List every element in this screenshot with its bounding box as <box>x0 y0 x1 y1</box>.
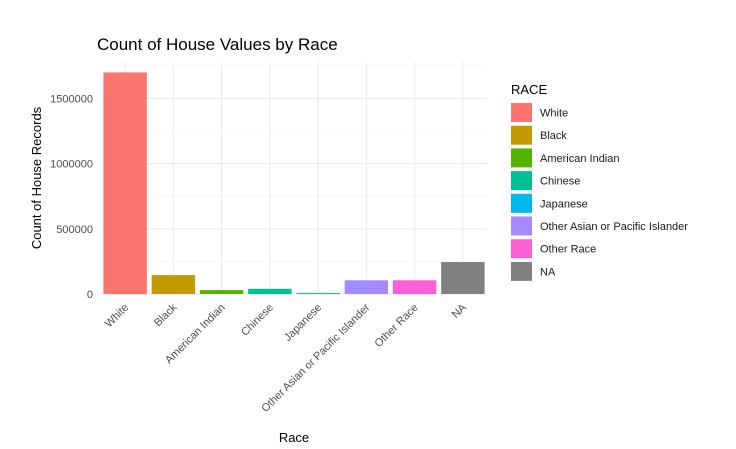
chart-title: Count of House Values by Race <box>97 35 338 54</box>
y-tick-label: 500000 <box>56 224 93 236</box>
legend-swatch <box>511 193 532 213</box>
x-tick-label: White <box>103 302 131 330</box>
y-tick-label: 1500000 <box>50 93 93 105</box>
bar-other-race <box>392 280 437 294</box>
legend-label: American Indian <box>540 153 620 165</box>
legend-swatch <box>511 148 532 168</box>
bar-chinese <box>248 288 292 294</box>
legend-swatch <box>511 216 532 236</box>
legend: RACE White Black American Indian Chinese Jap… <box>511 82 688 281</box>
legend-swatch <box>511 261 532 281</box>
bar-japanese <box>296 292 340 294</box>
legend-label: Japanese <box>540 198 588 210</box>
bar-white <box>103 72 147 294</box>
legend-swatch <box>511 171 532 191</box>
legend-label: Other Asian or Pacific Islander <box>540 221 688 233</box>
legend-title: RACE <box>511 82 547 97</box>
x-tick-label: Japanese <box>282 302 324 344</box>
bar-american-indian <box>199 290 244 294</box>
legend-label: NA <box>540 266 556 278</box>
bar-black <box>151 275 196 294</box>
grid <box>101 62 487 295</box>
y-tick-label: 0 <box>87 289 93 301</box>
y-axis-title: Count of House Records <box>29 106 44 249</box>
legend-label: Chinese <box>540 176 580 188</box>
bar-na <box>441 262 485 294</box>
bars <box>103 72 485 294</box>
legend-label: Black <box>540 130 567 142</box>
legend-label: Other Race <box>540 244 596 256</box>
x-tick-label: Other Race <box>372 302 420 350</box>
x-axis-title: Race <box>279 430 309 445</box>
x-tick-label: Chinese <box>239 302 276 339</box>
y-axis-ticks: 0 500000 1000000 1500000 <box>50 93 93 301</box>
legend-label: White <box>540 108 568 120</box>
legend-swatch <box>511 125 532 145</box>
x-tick-label: Other Asian or Pacific Islander <box>259 301 372 414</box>
bar-other-asian-or-pacific-islander <box>344 280 389 294</box>
x-tick-label: Black <box>152 301 180 329</box>
x-tick-label: NA <box>450 301 470 321</box>
legend-swatch <box>511 239 532 259</box>
legend-swatch <box>511 103 532 122</box>
y-tick-label: 1000000 <box>50 159 93 171</box>
